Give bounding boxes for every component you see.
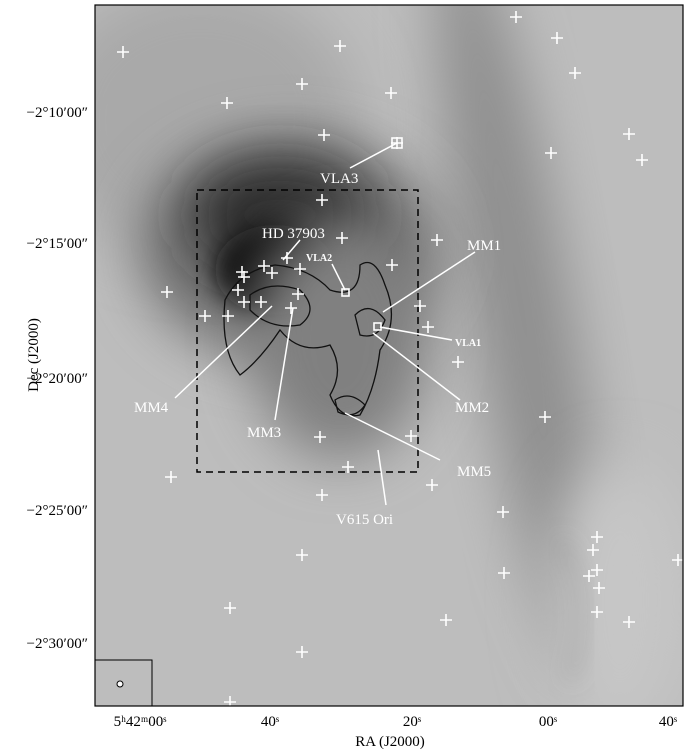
y-axis: −2°10′00″ −2°15′00″ −2°20′00″ −2°25′00″ … (26, 105, 88, 652)
x-axis-title: RA (J2000) (355, 734, 425, 750)
y-tick-label: −2°30′00″ (27, 636, 89, 652)
beam (117, 681, 123, 687)
y-axis-title: Dec (J2000) (26, 318, 42, 392)
annotation: HD 37903 (262, 226, 325, 242)
annotation: VLA3 (320, 171, 358, 187)
figure: VLA3 HD 37903 VLA2 MM1 VLA1 MM4 MM2 MM3 … (0, 0, 685, 751)
y-tick-label: −2°15′00″ (27, 236, 89, 252)
x-tick-label: 5ʰ42ᵐ00ˢ (114, 714, 167, 730)
annotation: MM1 (467, 238, 501, 254)
sky-image (40, 0, 685, 740)
annotation: VLA1 (455, 338, 481, 349)
x-tick-label: 20ˢ (403, 714, 421, 730)
x-tick-label: 40ˢ (659, 714, 677, 730)
annotation: V615 Ori (336, 512, 393, 528)
x-tick-label: 40ˢ (261, 714, 279, 730)
y-tick-label: −2°25′00″ (27, 503, 89, 519)
x-tick-label: 00ˢ (539, 714, 557, 730)
annotation: MM2 (455, 400, 489, 416)
annotation: VLA2 (306, 253, 332, 264)
annotation: MM3 (247, 425, 281, 441)
annotation: MM5 (457, 464, 491, 480)
annotation: MM4 (134, 400, 169, 416)
x-axis: 5ʰ42ᵐ00ˢ 40ˢ 20ˢ 00ˢ 40ˢ RA (J2000) (114, 714, 678, 750)
y-tick-label: −2°10′00″ (27, 105, 89, 121)
